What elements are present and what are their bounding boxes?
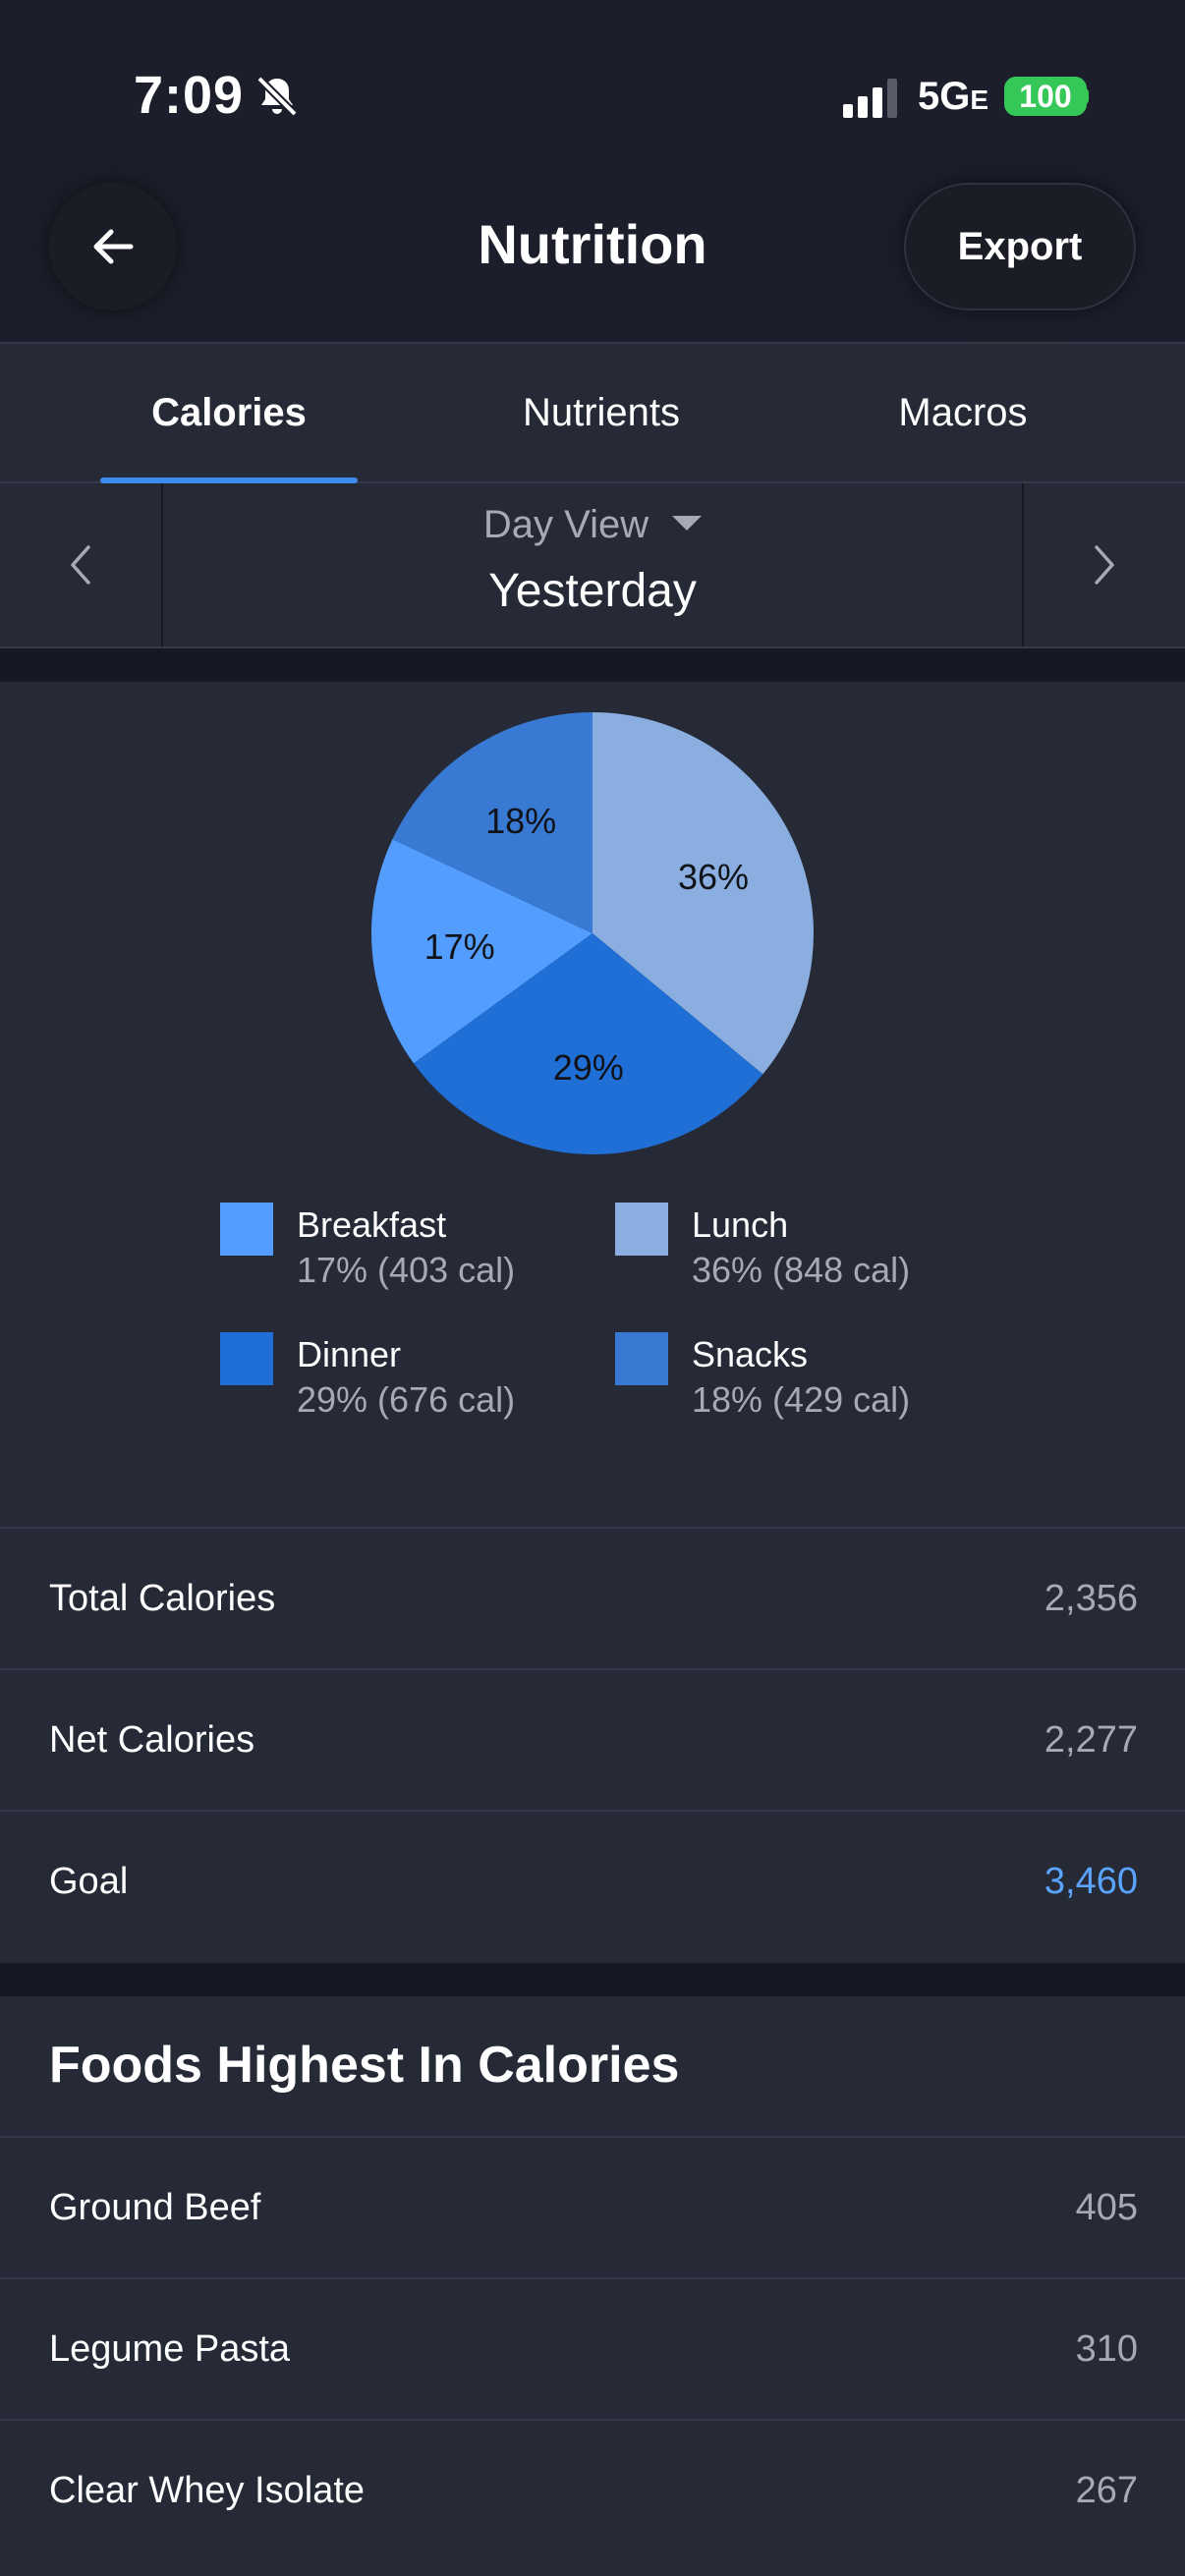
pie-label-breakfast: 17% bbox=[424, 926, 495, 967]
legend-value: 36% (848 cal) bbox=[692, 1250, 911, 1290]
caret-down-icon bbox=[672, 515, 703, 531]
legend-name: Lunch bbox=[692, 1204, 789, 1245]
status-time: 7:09 bbox=[134, 66, 245, 125]
signal-bars-icon bbox=[843, 79, 897, 118]
export-button[interactable]: Export bbox=[904, 183, 1136, 310]
top-bar: 7:09 5GE 100 Nutrition Export bbox=[0, 0, 1185, 342]
row-value: 2,356 bbox=[1044, 1578, 1138, 1619]
back-button[interactable] bbox=[49, 183, 177, 310]
chevron-right-icon bbox=[1095, 545, 1114, 585]
pie-slice-dinner[interactable] bbox=[413, 933, 763, 1154]
row-label: Net Calories bbox=[49, 1719, 255, 1761]
meal-pie-chart: 36% 29% 17% 18% bbox=[371, 712, 815, 1154]
calorie-chart-card: 36% 29% 17% 18% Breakfast 17% (403 cal) Lun… bbox=[0, 682, 1185, 1527]
active-tab-indicator bbox=[100, 477, 358, 483]
page-title: Nutrition bbox=[478, 213, 707, 275]
battery-indicator: 100 bbox=[1004, 77, 1087, 116]
legend-value: 18% (429 cal) bbox=[692, 1379, 911, 1420]
legend-swatch bbox=[615, 1332, 668, 1385]
tab-calories[interactable]: Calories bbox=[151, 391, 307, 434]
food-row[interactable]: Clear Whey Isolate 267 bbox=[0, 2419, 1185, 2560]
food-row[interactable]: Ground Beef 405 bbox=[0, 2136, 1185, 2277]
legend-name: Breakfast bbox=[297, 1204, 447, 1245]
food-name: Ground Beef bbox=[49, 2187, 261, 2228]
date-label: Yesterday bbox=[488, 565, 697, 617]
row-label: Goal bbox=[49, 1861, 129, 1902]
calorie-summary: Total Calories 2,356 Net Calories 2,277 … bbox=[0, 1527, 1185, 1963]
section-divider bbox=[0, 648, 1185, 682]
legend-value: 17% (403 cal) bbox=[297, 1250, 516, 1290]
section-divider bbox=[0, 1963, 1185, 1996]
pie-slice-snacks[interactable] bbox=[392, 712, 592, 933]
food-name: Clear Whey Isolate bbox=[49, 2470, 366, 2511]
legend-swatch bbox=[220, 1203, 273, 1256]
tab-nutrients[interactable]: Nutrients bbox=[522, 391, 681, 434]
row-value: 2,277 bbox=[1044, 1719, 1138, 1761]
pie-label-snacks: 18% bbox=[485, 801, 556, 841]
legend-swatch bbox=[220, 1332, 273, 1385]
next-day-button[interactable] bbox=[1022, 483, 1185, 646]
tab-macros[interactable]: Macros bbox=[898, 391, 1028, 434]
tab-bar: Calories Nutrients Macros bbox=[0, 342, 1185, 483]
food-name: Legume Pasta bbox=[49, 2328, 291, 2370]
foods-highest-section: Foods Highest In Calories Ground Beef 40… bbox=[0, 1996, 1185, 2576]
legend-value: 29% (676 cal) bbox=[297, 1379, 516, 1420]
goal-row[interactable]: Goal 3,460 bbox=[0, 1810, 1185, 1951]
pie-slice-breakfast[interactable] bbox=[371, 839, 592, 1064]
food-calories: 267 bbox=[1075, 2470, 1138, 2511]
net-calories-row[interactable]: Net Calories 2,277 bbox=[0, 1668, 1185, 1810]
food-row[interactable]: Legume Pasta 310 bbox=[0, 2277, 1185, 2419]
bell-slash-icon bbox=[256, 76, 298, 117]
total-calories-row[interactable]: Total Calories 2,356 bbox=[0, 1527, 1185, 1668]
day-selector: Day View Yesterday bbox=[0, 483, 1185, 648]
section-title: Foods Highest In Calories bbox=[49, 2037, 680, 2094]
legend-name: Snacks bbox=[692, 1334, 809, 1374]
row-label: Total Calories bbox=[49, 1578, 276, 1619]
arrow-left-icon bbox=[93, 229, 134, 264]
previous-day-button[interactable] bbox=[0, 483, 163, 646]
legend-swatch bbox=[615, 1203, 668, 1256]
food-calories: 310 bbox=[1075, 2328, 1138, 2370]
pie-slice-lunch[interactable] bbox=[592, 712, 815, 1075]
pie-label-lunch: 36% bbox=[678, 857, 749, 897]
food-calories: 405 bbox=[1075, 2187, 1138, 2228]
network-type: 5GE bbox=[918, 75, 989, 118]
legend-name: Dinner bbox=[297, 1334, 402, 1374]
pie-label-dinner: 29% bbox=[553, 1047, 624, 1088]
day-view-label: Day View bbox=[482, 503, 649, 546]
battery-tip bbox=[1081, 88, 1089, 104]
chevron-left-icon bbox=[71, 545, 90, 585]
day-view-dropdown[interactable]: Day View bbox=[0, 503, 1185, 547]
goal-value: 3,460 bbox=[1044, 1861, 1138, 1902]
